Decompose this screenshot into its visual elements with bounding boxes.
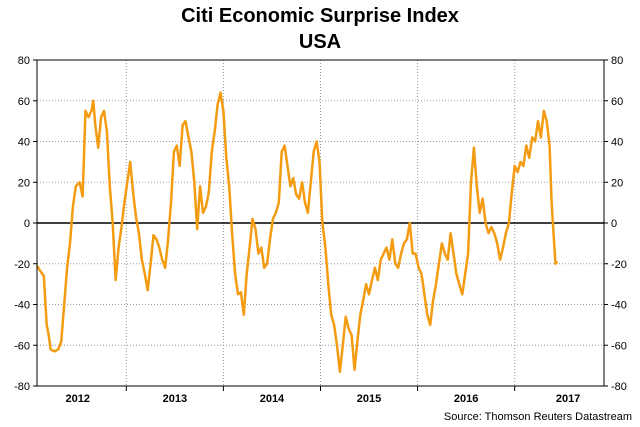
x-tick-label: 2013 (163, 393, 187, 405)
y-tick-label-right: -20 (611, 259, 627, 271)
chart-title: Citi Economic Surprise Index (181, 5, 459, 27)
x-tick-label: 2017 (556, 393, 580, 405)
y-tick-label-right: -40 (611, 300, 627, 312)
y-tick-label-left: -20 (14, 259, 30, 271)
x-tick-label: 2012 (66, 393, 90, 405)
x-tick-label: 2014 (260, 393, 285, 405)
x-axis-ticks: 2012 2013 2014 2015 2016 2017 (66, 393, 581, 405)
y-tick-label-left: -60 (14, 340, 30, 352)
y-tick-label-left: 40 (18, 137, 30, 149)
y-tick-label-left: 20 (18, 177, 30, 189)
chart-subtitle: USA (299, 31, 341, 53)
x-dividers (125, 60, 516, 391)
surprise-index-series-line (35, 91, 559, 373)
x-tick-label: 2015 (357, 393, 381, 405)
y-tick-label-right: 40 (611, 137, 623, 149)
y-axis-right-ticks: 80 60 40 20 0 -20 -40 -60 -80 (604, 55, 627, 393)
y-axis-left-ticks: 80 60 40 20 0 -20 -40 -60 -80 (14, 55, 37, 393)
y-tick-label-right: -80 (611, 381, 627, 393)
y-tick-label-left: 0 (24, 218, 30, 230)
source-note: Source: Thomson Reuters Datastream (444, 411, 632, 423)
y-tick-label-right: 60 (611, 96, 623, 108)
y-tick-label-left: -40 (14, 300, 30, 312)
y-tick-label-right: 20 (611, 177, 623, 189)
y-tick-label-left: -80 (14, 381, 30, 393)
y-tick-label-right: 0 (611, 218, 617, 230)
y-tick-label-right: 80 (611, 55, 623, 67)
x-tick-label: 2016 (454, 393, 478, 405)
y-tick-label-left: 80 (18, 55, 30, 67)
y-tick-label-left: 60 (18, 96, 30, 108)
y-tick-label-right: -60 (611, 340, 627, 352)
